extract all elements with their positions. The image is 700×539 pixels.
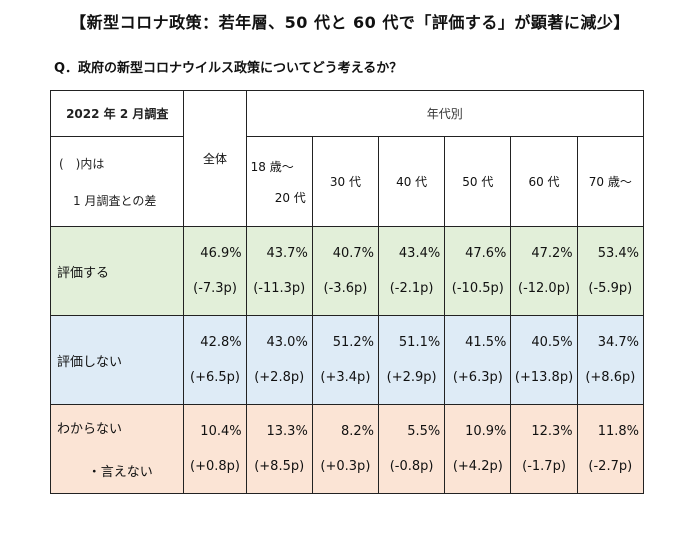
table-cell: 5.5% (-0.8p) xyxy=(378,404,446,494)
cell-value: 51.1% xyxy=(398,335,441,350)
table-cell: 11.8% (-2.7p) xyxy=(576,404,645,494)
cell-value: 46.9% xyxy=(200,246,242,261)
cell-value: 10.9% xyxy=(465,424,507,439)
cell-value: 53.4% xyxy=(597,246,639,261)
table-cell: 51.1% (+2.9p) xyxy=(378,315,446,405)
cell-value: 43.0% xyxy=(266,335,308,350)
table-cell: 43.7% (-11.3p) xyxy=(245,226,313,316)
table-cell: 43.0% (+2.8p) xyxy=(245,315,313,405)
age-header-18-line1: 18 歳～ xyxy=(250,159,294,174)
cell-diff: (+3.4p) xyxy=(320,370,371,385)
table-cell: 10.9% (+4.2p) xyxy=(444,404,512,494)
cell-value: 43.7% xyxy=(266,246,308,261)
age-header-18-line2: 20 代 xyxy=(274,190,306,205)
cell-value: 11.8% xyxy=(597,424,639,439)
cell-diff: (-7.3p) xyxy=(193,281,237,296)
cell-diff: (-2.1p) xyxy=(389,281,434,296)
cell-diff: (+6.3p) xyxy=(452,370,503,385)
table-row: わからない ・言えない 10.4% (+0.8p) 13.3% (+8.5p) 8.… xyxy=(49,404,645,494)
survey-date-label: 2022 年 2 月調査 xyxy=(49,90,185,137)
cell-diff: (-0.8p) xyxy=(389,459,434,474)
cell-value: 12.3% xyxy=(531,424,573,439)
cell-diff: (+2.8p) xyxy=(254,370,305,385)
table-cell: 47.2% (-12.0p) xyxy=(510,226,578,316)
cell-diff: (+0.3p) xyxy=(320,459,371,474)
cell-value: 43.4% xyxy=(398,246,441,261)
cell-value: 47.6% xyxy=(465,246,507,261)
cell-diff: (+6.5p) xyxy=(190,370,240,385)
table-cell: 13.3% (+8.5p) xyxy=(245,404,313,494)
cell-diff: (+8.6p) xyxy=(585,370,636,385)
cell-diff: (+2.9p) xyxy=(386,370,437,385)
row-label-unknown-line1: わからない xyxy=(57,422,123,437)
diff-note-line1: ( )内は xyxy=(59,156,105,171)
table-cell: 42.8% (+6.5p) xyxy=(183,315,247,405)
table-cell: 34.7% (+8.6p) xyxy=(576,315,645,405)
age-header-70plus: 70 歳～ xyxy=(576,136,645,227)
table-cell: 53.4% (-5.9p) xyxy=(576,226,645,316)
row-label-disapprove: 評価しない xyxy=(49,315,185,405)
table-cell: 47.6% (-10.5p) xyxy=(444,226,512,316)
age-header-30s: 30 代 xyxy=(311,136,380,227)
age-header-50s: 50 代 xyxy=(444,136,512,227)
cell-value: 40.5% xyxy=(531,335,573,350)
cell-diff: (+4.2p) xyxy=(452,459,503,474)
table-row: 評価しない 42.8% (+6.5p) 43.0% (+2.8p) 51.2% (+3… xyxy=(49,315,645,405)
survey-table: 2022 年 2 月調査 全体 年代別 ( )内は 1 月調査との差 18 歳～… xyxy=(49,90,645,494)
table-cell: 40.7% (-3.6p) xyxy=(311,226,380,316)
cell-diff: (-5.9p) xyxy=(588,281,633,296)
table-cell: 40.5% (+13.8p) xyxy=(510,315,578,405)
table-cell: 41.5% (+6.3p) xyxy=(444,315,512,405)
page-title: 【新型コロナ政策：若年層、50 代と 60 代で「評価する」が顕著に減少】 xyxy=(70,13,630,32)
table-cell: 10.4% (+0.8p) xyxy=(183,404,247,494)
cell-diff: (+8.5p) xyxy=(254,459,305,474)
cell-value: 47.2% xyxy=(531,246,573,261)
table-cell: 8.2% (+0.3p) xyxy=(311,404,380,494)
cell-diff: (-11.3p) xyxy=(253,281,306,296)
cell-diff: (-2.7p) xyxy=(588,459,633,474)
question-text: Q．政府の新型コロナウイルス政策についてどう考えるか？ xyxy=(54,61,403,76)
cell-diff: (+13.8p) xyxy=(514,370,574,385)
diff-note: ( )内は 1 月調査との差 xyxy=(49,136,185,227)
table-cell: 43.4% (-2.1p) xyxy=(378,226,446,316)
table-cell: 51.2% (+3.4p) xyxy=(311,315,380,405)
total-column-header: 全体 xyxy=(183,90,247,227)
cell-value: 34.7% xyxy=(597,335,639,350)
cell-value: 40.7% xyxy=(332,246,375,261)
cell-value: 8.2% xyxy=(340,424,375,439)
cell-value: 42.8% xyxy=(200,335,242,350)
table-row: 評価する 46.9% (-7.3p) 43.7% (-11.3p) 40.7% (-3… xyxy=(49,226,645,316)
cell-diff: (-10.5p) xyxy=(451,281,504,296)
age-header-40s: 40 代 xyxy=(378,136,446,227)
cell-value: 41.5% xyxy=(465,335,507,350)
row-label-unknown: わからない ・言えない xyxy=(49,404,185,494)
age-header-60s: 60 代 xyxy=(510,136,578,227)
age-header-18-20s: 18 歳～ 20 代 xyxy=(245,136,313,227)
cell-diff: (+0.8p) xyxy=(190,459,240,474)
cell-diff: (-12.0p) xyxy=(518,281,571,296)
row-label-unknown-line2: ・言えない xyxy=(87,465,153,480)
cell-value: 13.3% xyxy=(266,424,308,439)
age-group-header: 年代別 xyxy=(245,90,645,137)
diff-note-line2: 1 月調査との差 xyxy=(73,193,157,208)
cell-value: 10.4% xyxy=(200,424,242,439)
cell-value: 5.5% xyxy=(407,424,441,439)
row-label-approve: 評価する xyxy=(49,226,185,316)
cell-diff: (-1.7p) xyxy=(522,459,566,474)
cell-value: 51.2% xyxy=(332,335,375,350)
table-cell: 46.9% (-7.3p) xyxy=(183,226,247,316)
cell-diff: (-3.6p) xyxy=(323,281,368,296)
table-cell: 12.3% (-1.7p) xyxy=(510,404,578,494)
